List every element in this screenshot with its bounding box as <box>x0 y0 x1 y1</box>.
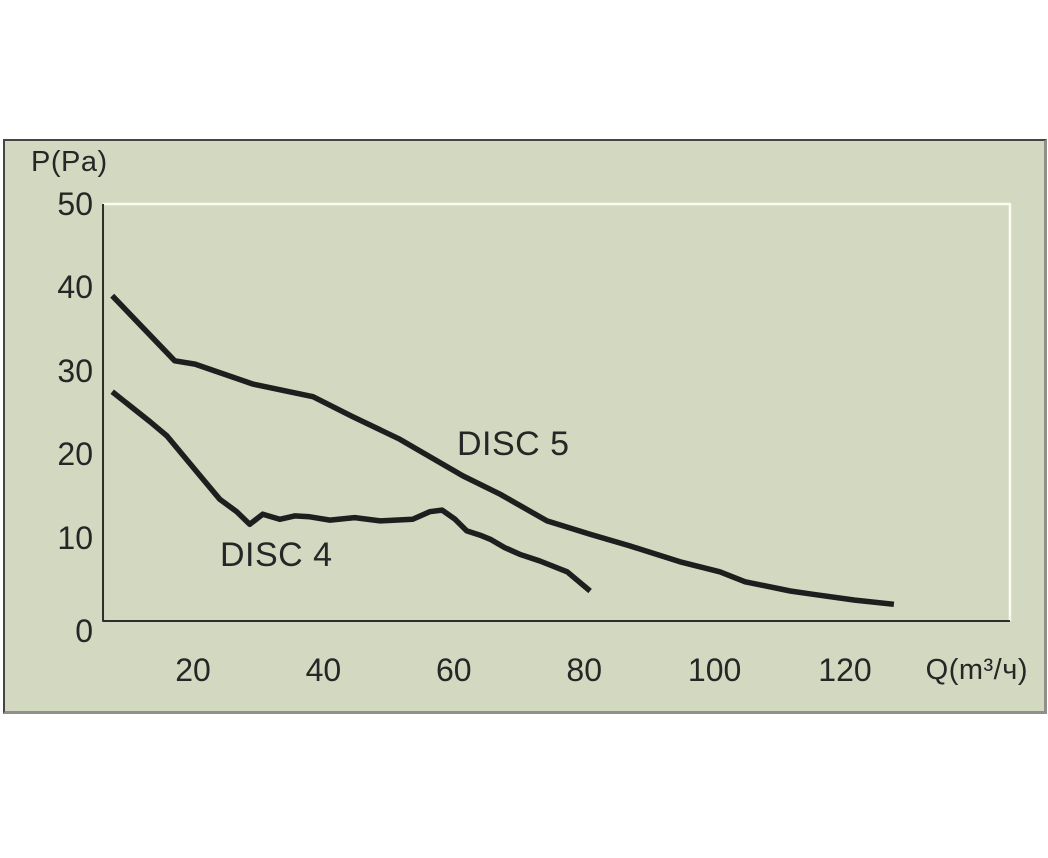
curve-disc-5 <box>110 293 895 608</box>
series-label-disc-4: DISC 4 <box>220 536 333 574</box>
series-label-disc-5: DISC 5 <box>457 425 570 463</box>
x-axis-title: Q(m³/ч) <box>925 654 1028 686</box>
plot-area <box>102 202 1012 622</box>
y-axis-title: P(Pa) <box>31 146 108 178</box>
axis-lines <box>102 204 1010 622</box>
plot-border-light <box>103 202 1012 621</box>
curve-disc-4 <box>110 389 592 594</box>
chart-panel: P(Pa) Q(m³/ч) DISC 5 DISC 4 20 40 60 80 100 1… <box>3 139 1047 714</box>
